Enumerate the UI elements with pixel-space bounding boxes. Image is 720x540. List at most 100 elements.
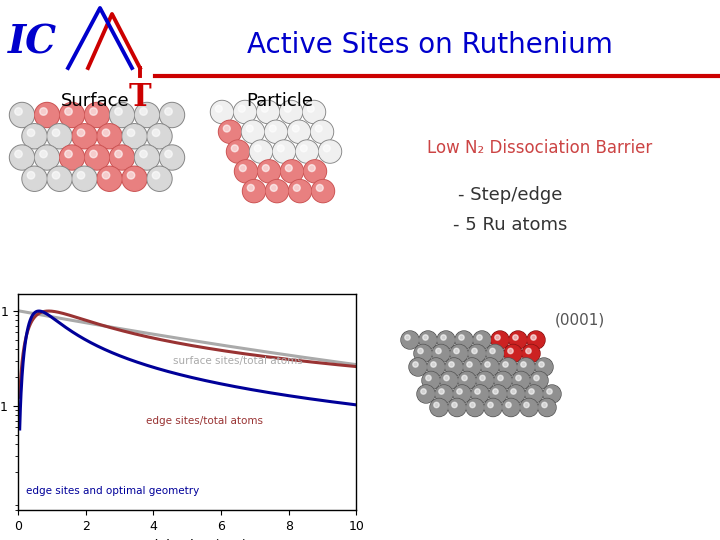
Circle shape	[315, 125, 323, 132]
Circle shape	[274, 141, 294, 162]
Circle shape	[238, 105, 246, 112]
Circle shape	[513, 335, 518, 340]
Circle shape	[495, 372, 511, 389]
Circle shape	[135, 103, 160, 127]
Circle shape	[437, 331, 455, 349]
Circle shape	[441, 335, 446, 340]
X-axis label: Particle size (nm): Particle size (nm)	[127, 538, 248, 540]
Circle shape	[318, 140, 341, 163]
Circle shape	[160, 145, 184, 170]
Circle shape	[438, 389, 444, 394]
Circle shape	[227, 140, 250, 163]
Text: Surface: Surface	[60, 92, 130, 110]
Circle shape	[110, 146, 133, 169]
Circle shape	[420, 332, 436, 348]
Circle shape	[459, 372, 475, 389]
Circle shape	[65, 150, 72, 158]
Circle shape	[487, 402, 493, 408]
Circle shape	[109, 103, 135, 127]
Circle shape	[27, 129, 35, 137]
Circle shape	[148, 167, 171, 190]
Circle shape	[535, 358, 553, 376]
Circle shape	[279, 100, 302, 124]
Circle shape	[446, 359, 462, 375]
Circle shape	[241, 120, 264, 143]
Circle shape	[73, 125, 96, 148]
Circle shape	[518, 359, 534, 375]
Text: Particle: Particle	[246, 92, 313, 110]
Circle shape	[289, 180, 312, 202]
Circle shape	[427, 358, 445, 376]
Circle shape	[127, 129, 135, 137]
Circle shape	[123, 125, 146, 148]
Circle shape	[35, 146, 58, 169]
Circle shape	[426, 375, 431, 381]
Circle shape	[507, 385, 525, 403]
Circle shape	[97, 124, 122, 149]
Circle shape	[320, 141, 341, 162]
Circle shape	[90, 150, 97, 158]
Circle shape	[505, 345, 521, 362]
Circle shape	[522, 345, 540, 362]
Circle shape	[455, 331, 473, 349]
Circle shape	[428, 359, 444, 375]
Circle shape	[508, 348, 513, 354]
Circle shape	[165, 150, 172, 158]
Circle shape	[305, 161, 325, 182]
Circle shape	[264, 120, 287, 143]
Circle shape	[165, 108, 172, 115]
Circle shape	[456, 332, 472, 348]
Circle shape	[489, 385, 507, 403]
Circle shape	[220, 121, 240, 143]
Circle shape	[250, 140, 272, 163]
Circle shape	[528, 389, 534, 394]
Circle shape	[261, 105, 269, 112]
Circle shape	[84, 145, 109, 170]
Circle shape	[285, 165, 292, 172]
Circle shape	[469, 345, 485, 362]
Circle shape	[503, 362, 508, 367]
Circle shape	[122, 166, 147, 191]
Circle shape	[97, 166, 122, 191]
Circle shape	[277, 145, 284, 152]
Text: Active Sites on Ruthenium: Active Sites on Ruthenium	[247, 31, 613, 59]
Circle shape	[243, 180, 266, 202]
Circle shape	[454, 348, 459, 354]
Circle shape	[423, 372, 439, 389]
Circle shape	[527, 331, 545, 349]
Circle shape	[289, 180, 310, 202]
Circle shape	[98, 167, 121, 190]
Circle shape	[251, 141, 271, 162]
Circle shape	[438, 332, 454, 348]
Circle shape	[147, 124, 172, 149]
Circle shape	[11, 104, 34, 126]
Circle shape	[60, 103, 84, 127]
Circle shape	[73, 167, 96, 190]
Circle shape	[433, 402, 439, 408]
Circle shape	[546, 389, 552, 394]
Circle shape	[538, 399, 556, 416]
Circle shape	[494, 372, 512, 389]
Circle shape	[270, 185, 277, 191]
Text: surface sites/total atoms: surface sites/total atoms	[173, 355, 303, 366]
Circle shape	[436, 348, 441, 354]
Circle shape	[410, 359, 426, 375]
Circle shape	[280, 102, 302, 123]
Circle shape	[499, 358, 517, 376]
Circle shape	[422, 372, 440, 389]
Circle shape	[536, 359, 552, 375]
Circle shape	[516, 375, 521, 381]
Circle shape	[484, 399, 502, 416]
Circle shape	[544, 386, 560, 402]
Circle shape	[215, 105, 222, 112]
Circle shape	[476, 372, 494, 389]
Circle shape	[472, 348, 477, 354]
Circle shape	[423, 335, 428, 340]
Circle shape	[477, 372, 493, 389]
Circle shape	[491, 331, 509, 349]
Circle shape	[458, 372, 476, 389]
Circle shape	[449, 399, 465, 416]
Circle shape	[415, 345, 431, 362]
Circle shape	[235, 161, 256, 182]
Circle shape	[102, 172, 109, 179]
